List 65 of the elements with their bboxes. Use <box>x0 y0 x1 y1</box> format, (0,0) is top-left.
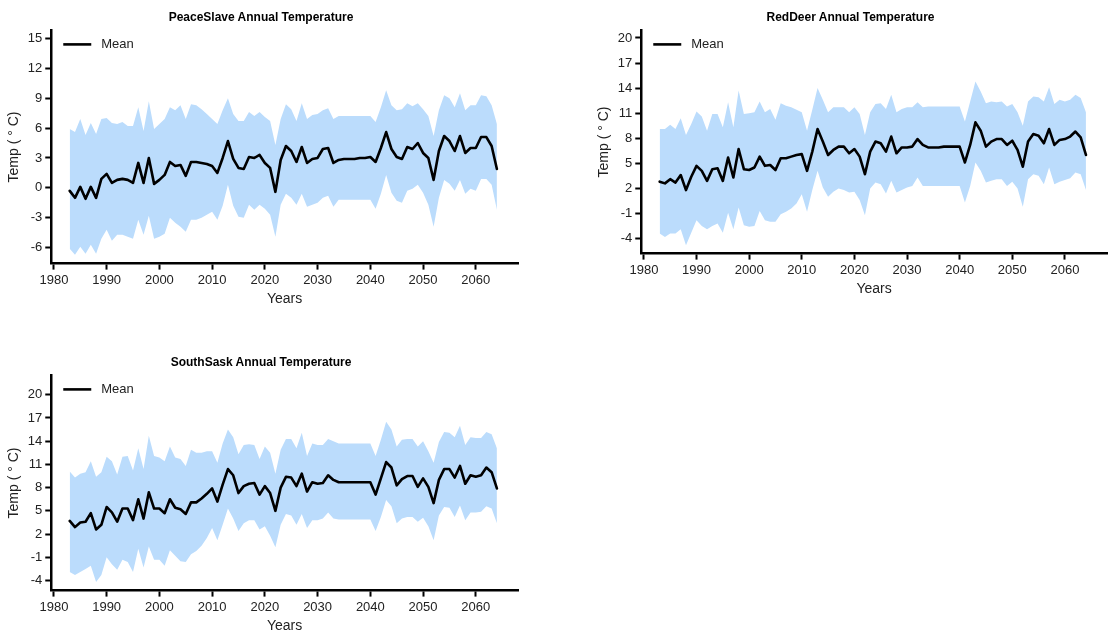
y-tick-label: 5 <box>35 502 43 518</box>
legend-label: Mean <box>691 35 724 51</box>
x-tick-label: 1990 <box>682 261 711 277</box>
x-tick-label: 2010 <box>787 261 817 277</box>
x-tick-label: 2050 <box>408 598 438 614</box>
y-tick-label: 14 <box>27 432 43 448</box>
x-axis-title: Years <box>266 617 303 634</box>
y-tick-label: 20 <box>617 29 633 45</box>
x-tick-label: 2030 <box>303 598 333 614</box>
x-tick-label: 2000 <box>144 598 174 614</box>
y-tick-label: 12 <box>27 59 43 75</box>
x-tick-label: 2050 <box>997 261 1027 277</box>
y-axis-title: Temp ( ° C) <box>5 447 22 519</box>
y-tick-label: 2 <box>625 179 633 195</box>
y-tick-label: 6 <box>35 119 43 135</box>
x-tick-label: 2050 <box>408 271 438 287</box>
legend-label: Mean <box>101 380 134 396</box>
x-tick-label: 2020 <box>839 261 869 277</box>
y-tick-label: 17 <box>617 54 633 70</box>
x-tick-label: 2040 <box>355 271 385 287</box>
x-tick-label: 2020 <box>250 271 280 287</box>
y-axis-title: Temp ( ° C) <box>5 111 22 183</box>
y-tick-label: 17 <box>27 409 43 425</box>
x-tick-label: 2000 <box>734 261 764 277</box>
y-tick-label: 5 <box>625 154 633 170</box>
x-tick-label: 2030 <box>892 261 922 277</box>
y-tick-label: 11 <box>618 104 633 120</box>
y-tick-label: -1 <box>620 205 633 221</box>
chart-title: RedDeer Annual Temperature <box>766 9 935 24</box>
x-tick-label: 2040 <box>945 261 975 277</box>
y-tick-label: -4 <box>30 572 43 588</box>
x-tick-label: 2060 <box>461 598 491 614</box>
legend-label: Mean <box>101 35 134 51</box>
x-axis-title: Years <box>856 280 892 297</box>
x-tick-label: 2060 <box>1050 261 1080 277</box>
y-tick-label: 8 <box>35 479 43 495</box>
x-tick-label: 2010 <box>197 598 227 614</box>
y-tick-label: -6 <box>30 239 43 255</box>
y-tick-label: -1 <box>30 548 43 564</box>
x-tick-label: 1980 <box>39 271 69 287</box>
y-tick-label: -3 <box>30 209 43 225</box>
chart-title: PeaceSlave Annual Temperature <box>168 9 354 24</box>
y-tick-label: 8 <box>625 129 633 145</box>
x-tick-label: 1980 <box>629 261 659 277</box>
x-tick-label: 1980 <box>39 598 69 614</box>
x-axis-title: Years <box>266 290 303 307</box>
y-tick-label: 20 <box>27 386 43 402</box>
y-axis-title: Temp ( ° C) <box>595 106 612 178</box>
x-tick-label: 2020 <box>250 598 280 614</box>
x-tick-label: 2030 <box>303 271 333 287</box>
x-tick-label: 1990 <box>92 598 122 614</box>
y-tick-label: 14 <box>617 79 633 95</box>
x-tick-label: 2000 <box>144 271 174 287</box>
y-tick-label: -4 <box>620 230 633 246</box>
y-tick-label: 0 <box>35 179 43 195</box>
y-tick-label: 11 <box>28 456 43 471</box>
chart-title: SouthSask Annual Temperature <box>170 354 352 369</box>
x-tick-label: 1990 <box>92 271 122 287</box>
y-tick-label: 9 <box>35 89 43 105</box>
x-tick-label: 2060 <box>461 271 491 287</box>
x-tick-label: 2010 <box>197 271 227 287</box>
y-tick-label: 3 <box>35 149 43 165</box>
y-tick-label: 15 <box>27 29 43 45</box>
y-tick-label: 2 <box>35 525 43 541</box>
x-tick-label: 2040 <box>355 598 385 614</box>
